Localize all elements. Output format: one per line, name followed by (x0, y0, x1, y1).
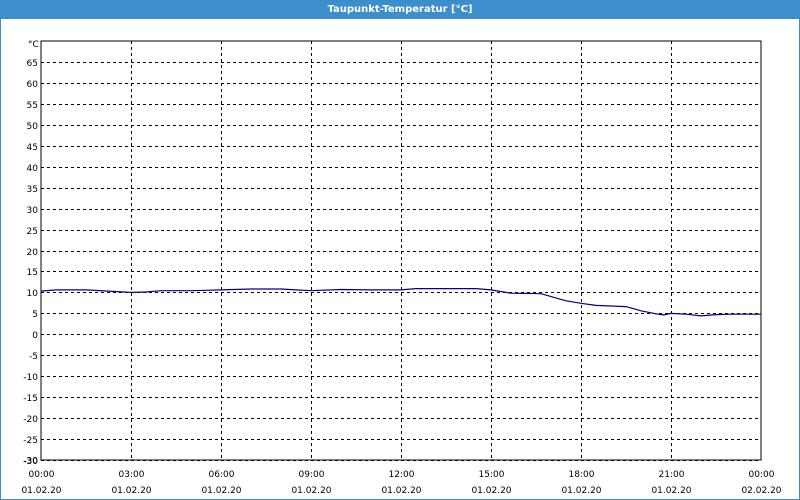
x-tick-time-label: 12:00 (389, 470, 415, 480)
x-tick-time-label: 18:00 (569, 470, 595, 480)
dewpoint-chart: -30 -25 -20 -15 -10 -5 0 5 10 15 20 25 30 35 40 45 50 55 6… (21, 40, 781, 496)
y-tick-label: 10 (27, 289, 39, 299)
y-tick-label: 40 (27, 164, 39, 174)
y-tick-label: 60 (27, 80, 39, 90)
x-tick-time-label: 15:00 (479, 470, 505, 480)
y-tick-label: 30 (27, 206, 39, 216)
y-tick-label: -10 (23, 373, 38, 383)
window-title: Taupunkt-Temperatur [°C] (1, 1, 799, 19)
x-tick-time-label: 09:00 (299, 470, 325, 480)
x-tick-date-label: 01.02.20 (21, 486, 61, 496)
y-tick-label: 35 (27, 185, 38, 195)
y-tick-label: 50 (27, 122, 39, 132)
x-tick-time-label: 00:00 (749, 470, 775, 480)
y-tick-label: -20 (23, 415, 38, 425)
y-tick-label: 25 (27, 227, 38, 237)
x-tick-date-label: 02.02.20 (741, 486, 781, 496)
series-line (40, 288, 761, 317)
y-unit-label: °C (28, 40, 39, 50)
y-tick-label: 55 (27, 101, 38, 111)
y-tick-label: 5 (32, 310, 38, 320)
x-tick-time-label: 03:00 (119, 470, 145, 480)
x-tick-time-label: 00:00 (29, 470, 55, 480)
y-tick-label: 45 (27, 143, 38, 153)
y-tick-label: -15 (23, 394, 38, 404)
x-tick-date-label: 01.02.20 (291, 486, 331, 496)
y-tick-label: 0 (32, 331, 38, 341)
y-tick-label: 15 (27, 268, 38, 278)
y-tick-label: 20 (27, 248, 39, 258)
x-tick-date-label: 01.02.20 (561, 486, 601, 496)
x-tick-date-label: 01.02.20 (381, 486, 421, 496)
y-tick-label: -25 (23, 436, 38, 446)
y-tick-label: -5 (29, 352, 38, 362)
x-tick-date-label: 01.02.20 (651, 486, 691, 496)
y-tick-label: -30 (23, 457, 38, 467)
x-tick-time-label: 06:00 (209, 470, 235, 480)
x-tick-time-label: 21:00 (659, 470, 685, 480)
y-tick-label: 65 (27, 59, 38, 69)
x-tick-date-label: 01.02.20 (471, 486, 511, 496)
y-tick-label: -30 (23, 457, 38, 467)
x-tick-date-label: 01.02.20 (201, 486, 241, 496)
x-tick-date-label: 01.02.20 (111, 486, 151, 496)
